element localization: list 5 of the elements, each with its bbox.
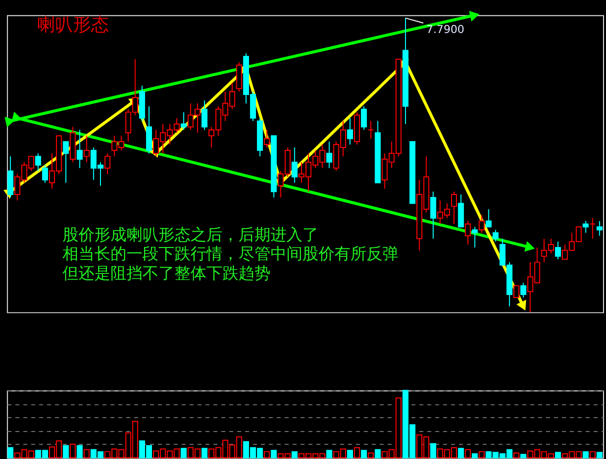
chart-title: 喇叭形态: [37, 14, 110, 36]
annotation: 股价形成喇叭形态之后，后期进入了: [62, 224, 318, 244]
annotation: 相当长的一段下跌行情，尽管中间股价有所反弹: [62, 244, 398, 264]
text: 7.7900: [426, 22, 464, 36]
annotation: 但还是阻挡不了整体下跌趋势: [62, 264, 270, 283]
